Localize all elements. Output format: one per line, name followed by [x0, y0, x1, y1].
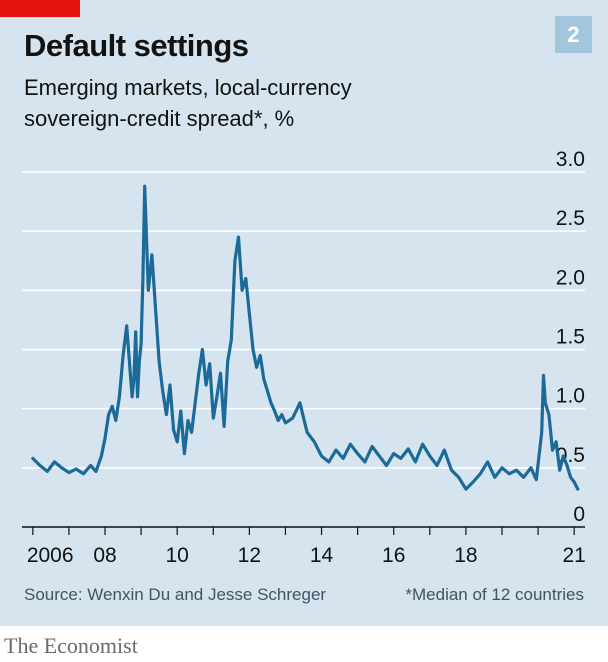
source-note: Source: Wenxin Du and Jesse Schreger [24, 585, 327, 604]
x-tick-label: 21 [562, 544, 585, 567]
x-tick-labels: 2006 08 10 12 14 16 18 21 [27, 544, 586, 567]
x-tick-label: 2006 [27, 544, 74, 567]
gridlines [22, 171, 585, 469]
brand-red-tab [0, 0, 80, 17]
y-tick-label: 1.0 [556, 385, 585, 408]
y-tick-label: 2.5 [556, 207, 585, 230]
chart-subtitle: Emerging markets, local-currency soverei… [24, 75, 352, 131]
x-tick-label: 18 [454, 544, 477, 567]
brand-wordmark: The Economist [4, 633, 138, 658]
y-tick-labels: 00.51.01.52.02.53.0 [556, 150, 585, 526]
series-line [31, 184, 580, 491]
x-tick-label: 10 [166, 544, 189, 567]
chart-number-badge: 2 [555, 16, 592, 53]
chart-title: Default settings [24, 28, 249, 63]
y-tick-label: 2.0 [556, 266, 585, 289]
x-axis [22, 526, 585, 535]
x-tick-label: 12 [238, 544, 261, 567]
series-layer [31, 184, 580, 491]
y-tick-label: 1.5 [556, 326, 585, 349]
x-tick-label: 16 [382, 544, 405, 567]
x-tick-label: 08 [93, 544, 116, 567]
line-chart: 00.51.01.52.02.53.0 2006 08 10 12 14 16 18 21 [22, 150, 586, 567]
x-tick-label: 14 [310, 544, 334, 567]
footnote: *Median of 12 countries [405, 585, 584, 604]
chart-panel [0, 0, 608, 626]
y-tick-label: 3.0 [556, 150, 585, 171]
y-tick-label: 0 [573, 503, 585, 526]
